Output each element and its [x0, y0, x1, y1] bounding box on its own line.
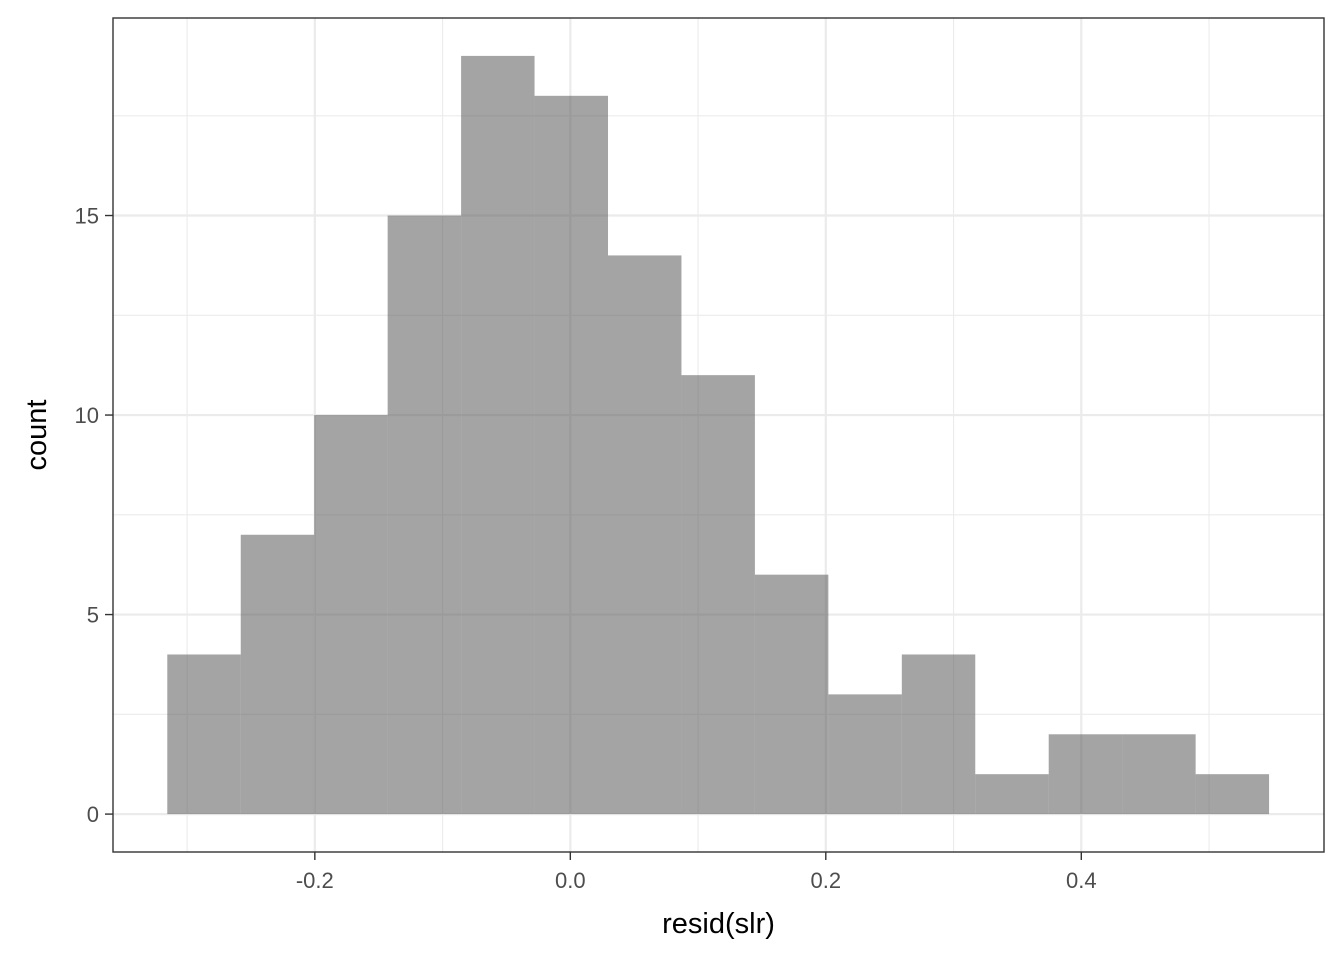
x-tick-label: -0.2 [296, 868, 334, 893]
histogram-bars [167, 55, 1270, 815]
x-tick-label: 0.0 [555, 868, 586, 893]
histogram-bar [975, 774, 1049, 815]
histogram-bar [901, 654, 976, 815]
y-axis-ticks: 0 5 10 15 [75, 204, 113, 827]
histogram-bar [754, 574, 829, 815]
histogram-bar [534, 95, 609, 815]
histogram-bar [1195, 774, 1270, 815]
y-tick-label: 5 [87, 603, 99, 628]
x-axis-ticks: -0.2 0.0 0.2 0.4 [296, 852, 1097, 893]
histogram-bar [681, 375, 755, 815]
panel-border [112, 17, 1325, 853]
y-tick-label: 0 [87, 802, 99, 827]
histogram-bar [461, 55, 535, 815]
y-axis-title: count [21, 400, 53, 471]
x-axis-title: resid(slr) [662, 908, 775, 940]
histogram-bar [314, 415, 388, 815]
histogram-bar [240, 534, 315, 815]
histogram-bar [387, 215, 462, 815]
histogram-bar [1122, 734, 1196, 815]
x-tick-label: 0.4 [1066, 868, 1097, 893]
histogram-bar [1048, 734, 1123, 815]
y-tick-label: 10 [75, 403, 99, 428]
histogram-bar [608, 255, 682, 815]
x-tick-label: 0.2 [811, 868, 842, 893]
histogram-bar [167, 654, 241, 815]
histogram-bar [828, 694, 902, 815]
y-tick-label: 15 [75, 204, 99, 229]
